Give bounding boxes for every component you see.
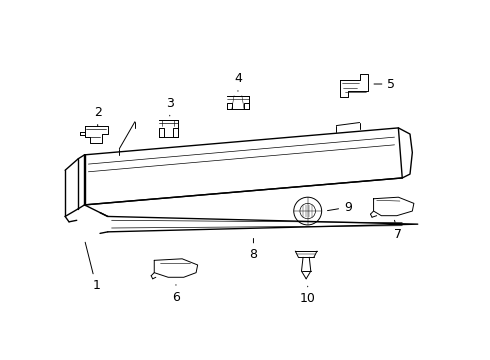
Text: 2: 2 — [94, 106, 101, 126]
Text: 8: 8 — [249, 238, 257, 261]
Text: 3: 3 — [166, 97, 173, 116]
Text: 7: 7 — [394, 220, 402, 240]
Text: 1: 1 — [85, 242, 100, 292]
Text: 9: 9 — [327, 201, 352, 214]
Text: 5: 5 — [374, 77, 395, 90]
Text: 6: 6 — [172, 285, 180, 304]
Text: 4: 4 — [234, 72, 242, 91]
Text: 10: 10 — [300, 286, 316, 305]
